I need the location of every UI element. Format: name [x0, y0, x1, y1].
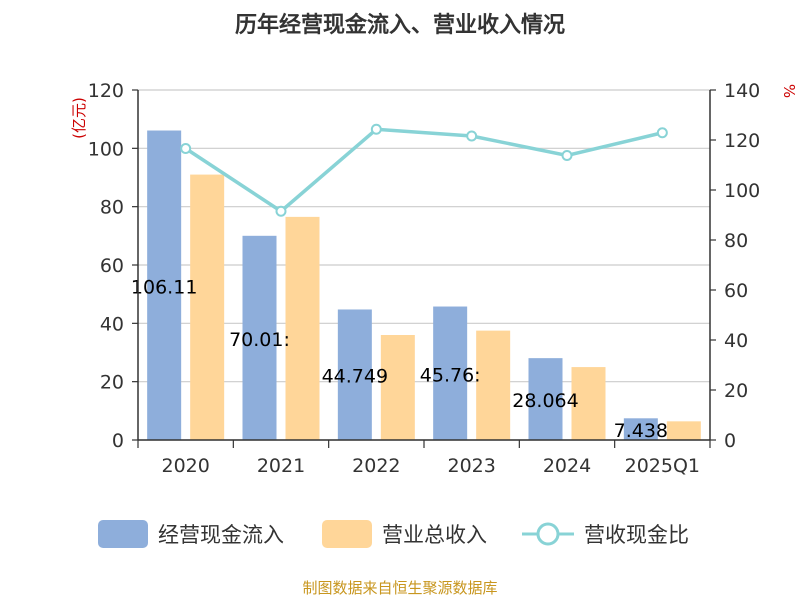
x-axis-tick-label: 2023	[447, 455, 495, 477]
legend-swatch-ratio-marker	[536, 522, 560, 546]
right-axis-tick-label: 40	[724, 330, 748, 352]
bar-cash-inflow	[242, 235, 277, 440]
bar-value-label: 45.76:	[420, 364, 481, 386]
ratio-point	[370, 123, 382, 135]
x-axis-tick-label: 2020	[161, 455, 209, 477]
right-axis-tick-label: 0	[724, 430, 736, 452]
bar-cash-inflow	[528, 358, 563, 440]
right-axis-tick-label: 20	[724, 380, 748, 402]
ratio-point	[561, 150, 573, 161]
ratio-line	[184, 127, 663, 214]
left-axis-tick-label: 60	[100, 255, 124, 277]
legend-label-revenue: 营业总收入	[382, 523, 487, 547]
legend-swatch-revenue	[322, 520, 372, 548]
bar-value-label: 7.438	[614, 420, 668, 442]
bar-revenue	[476, 330, 511, 440]
bar-value-labels: 106.11 70.01: 44.749 45.76: 28.064 7.438	[131, 276, 668, 442]
ratio-point	[466, 130, 478, 142]
bar-value-label: 106.11	[131, 276, 197, 298]
left-axis-tick-label: 20	[100, 372, 124, 394]
bar-cash-inflow	[147, 130, 182, 440]
bar-revenue	[571, 367, 606, 440]
bar-revenue	[190, 174, 225, 441]
data-source-note: 制图数据来自恒生聚源数据库	[302, 579, 497, 597]
right-axis-tick-label: 100	[724, 180, 760, 202]
ratio-point	[180, 143, 192, 154]
legend-swatch-cash-inflow	[98, 520, 148, 548]
legend: 经营现金流入 营业总收入 营收现金比	[98, 520, 689, 548]
right-axis-tick-label: 80	[724, 230, 748, 252]
left-axis-tick-label: 80	[100, 197, 124, 219]
bar-value-label: 70.01:	[229, 329, 290, 351]
bar-revenue	[380, 335, 415, 440]
ratio-line-series	[180, 123, 668, 217]
bar-series	[147, 130, 701, 441]
x-axis-tick-label: 2024	[543, 455, 591, 477]
bar-value-label: 44.749	[322, 366, 388, 388]
right-axis-tick-label: 120	[724, 130, 760, 152]
x-axis-tick-label: 2022	[352, 455, 400, 477]
right-axis-tick-label: 140	[724, 80, 760, 102]
legend-label-cash-inflow: 经营现金流入	[158, 523, 284, 547]
left-axis-tick-label: 120	[88, 80, 124, 102]
bar-cash-inflow	[623, 418, 658, 440]
left-axis-tick-label: 0	[112, 430, 124, 452]
ratio-point	[656, 127, 668, 139]
bar-value-label: 28.064	[512, 390, 578, 412]
axes: 0 20 40 60 80 100 120 0 20 40 60 80 100 120 140 2020 202…	[88, 80, 761, 477]
x-axis-tick-label: 2021	[257, 455, 305, 477]
right-axis-tick-label: 60	[724, 280, 748, 302]
bar-revenue	[285, 216, 320, 440]
legend-label-ratio: 营收现金比	[584, 523, 689, 547]
left-axis-tick-label: 100	[88, 138, 124, 160]
bar-cash-inflow	[433, 306, 468, 440]
chart-title: 历年经营现金流入、营业收入情况	[235, 12, 565, 38]
left-axis-tick-label: 40	[100, 313, 124, 335]
right-axis-unit: %	[780, 84, 798, 98]
bar-revenue	[666, 421, 701, 440]
left-axis-unit: (亿元)	[70, 97, 88, 139]
gridlines	[138, 89, 710, 441]
bar-cash-inflow	[337, 309, 372, 440]
ratio-point	[275, 205, 287, 217]
x-axis-tick-label: 2025Q1	[625, 455, 700, 477]
